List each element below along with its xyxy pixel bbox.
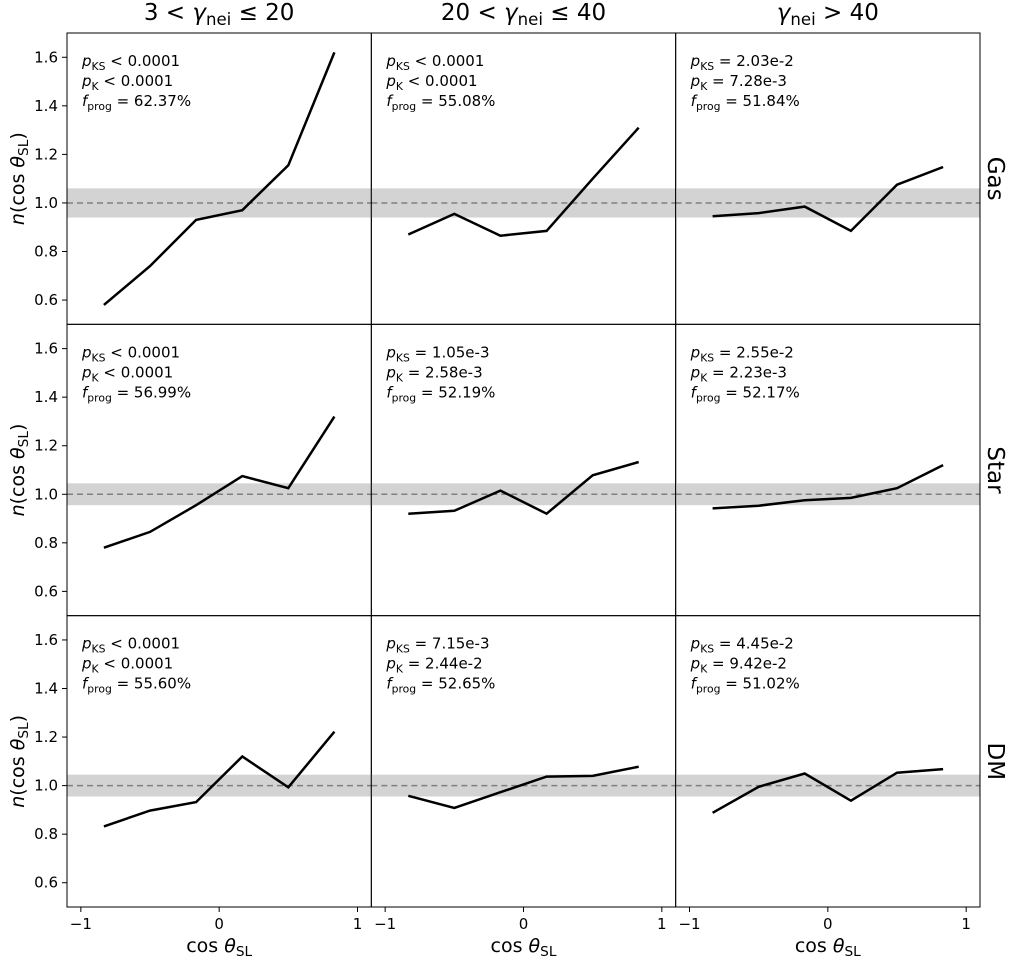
stat-ks: pKS = 7.15e-3 [385, 635, 489, 656]
y-tick-label: 1.2 [34, 728, 58, 746]
x-tick-label: 1 [353, 915, 363, 933]
row-title: DM [982, 743, 1008, 781]
y-tick-label: 1.2 [34, 437, 58, 455]
y-tick-label: 1.0 [34, 777, 58, 795]
y-tick-label: 1.0 [34, 194, 58, 212]
y-tick-label: 1.6 [34, 340, 58, 358]
y-tick-label: 0.6 [34, 582, 58, 600]
stat-k: pK = 2.58e-3 [385, 363, 482, 384]
stat-k: pK = 7.28e-3 [690, 72, 787, 93]
y-tick-label: 1.2 [34, 145, 58, 163]
stat-prog: fprog = 55.08% [386, 92, 495, 113]
series-line [407, 765, 639, 810]
column-title: 20 < γnei ≤ 40 [441, 0, 606, 29]
stat-k: pK < 0.0001 [81, 655, 173, 676]
y-axis-title: n(cos θSL) [7, 132, 32, 225]
stat-prog: fprog = 52.65% [386, 675, 495, 696]
x-tick-label: 0 [214, 915, 224, 933]
y-tick-label: 1.6 [34, 631, 58, 649]
x-tick-label: −1 [374, 915, 396, 933]
x-tick-label: 1 [657, 915, 667, 933]
x-tick-label: −1 [678, 915, 700, 933]
stat-ks: pKS < 0.0001 [81, 52, 180, 73]
stat-k: pK = 2.23e-3 [690, 363, 787, 384]
y-tick-label: 1.4 [34, 388, 58, 406]
stat-prog: fprog = 52.19% [386, 383, 495, 404]
series-line [407, 126, 640, 237]
column-title: γnei > 40 [777, 0, 879, 29]
stat-ks: pKS = 2.03e-2 [690, 52, 794, 73]
row-title: Gas [982, 157, 1008, 201]
stat-ks: pKS < 0.0001 [81, 343, 180, 364]
y-axis-title: n(cos θSL) [7, 424, 32, 517]
series-line [711, 767, 944, 814]
series-line [103, 415, 336, 549]
stat-ks: pKS < 0.0001 [385, 52, 484, 73]
y-tick-label: 0.6 [34, 874, 58, 892]
series-line [712, 165, 944, 233]
series-line [408, 460, 640, 516]
x-axis-title: cos θSL [491, 935, 557, 960]
y-tick-label: 0.8 [34, 825, 58, 843]
y-tick-label: 1.0 [34, 485, 58, 503]
series-line [103, 730, 336, 828]
y-tick-label: 0.8 [34, 534, 58, 552]
stat-ks: pKS = 4.45e-2 [690, 635, 794, 656]
stat-ks: pKS = 1.05e-3 [385, 343, 489, 364]
y-tick-label: 1.4 [34, 97, 58, 115]
stat-k: pK < 0.0001 [81, 72, 173, 93]
y-axis-title: n(cos θSL) [7, 715, 32, 808]
x-tick-label: 0 [519, 915, 529, 933]
x-tick-label: −1 [70, 915, 92, 933]
stat-k: pK = 2.44e-2 [385, 655, 482, 676]
series-line [103, 51, 336, 306]
x-tick-label: 1 [961, 915, 971, 933]
y-tick-label: 0.8 [34, 243, 58, 261]
x-axis-title: cos θSL [795, 935, 861, 960]
y-tick-label: 1.4 [34, 680, 58, 698]
column-title: 3 < γnei ≤ 20 [144, 0, 295, 29]
stat-prog: fprog = 56.99% [82, 383, 191, 404]
stat-ks: pKS = 2.55e-2 [690, 343, 794, 364]
stat-prog: fprog = 55.60% [82, 675, 191, 696]
stat-k: pK < 0.0001 [81, 363, 173, 384]
x-axis-title: cos θSL [186, 935, 252, 960]
stat-prog: fprog = 51.02% [691, 675, 800, 696]
stat-prog: fprog = 62.37% [82, 92, 191, 113]
stat-prog: fprog = 51.84% [691, 92, 800, 113]
y-tick-label: 0.6 [34, 291, 58, 309]
stat-k: pK = 9.42e-2 [690, 655, 787, 676]
y-tick-label: 1.6 [34, 48, 58, 66]
stat-prog: fprog = 52.17% [691, 383, 800, 404]
stat-k: pK < 0.0001 [385, 72, 477, 93]
x-tick-label: 0 [823, 915, 833, 933]
row-title: Star [982, 446, 1008, 494]
series-line [712, 463, 944, 510]
stat-ks: pKS < 0.0001 [81, 635, 180, 656]
